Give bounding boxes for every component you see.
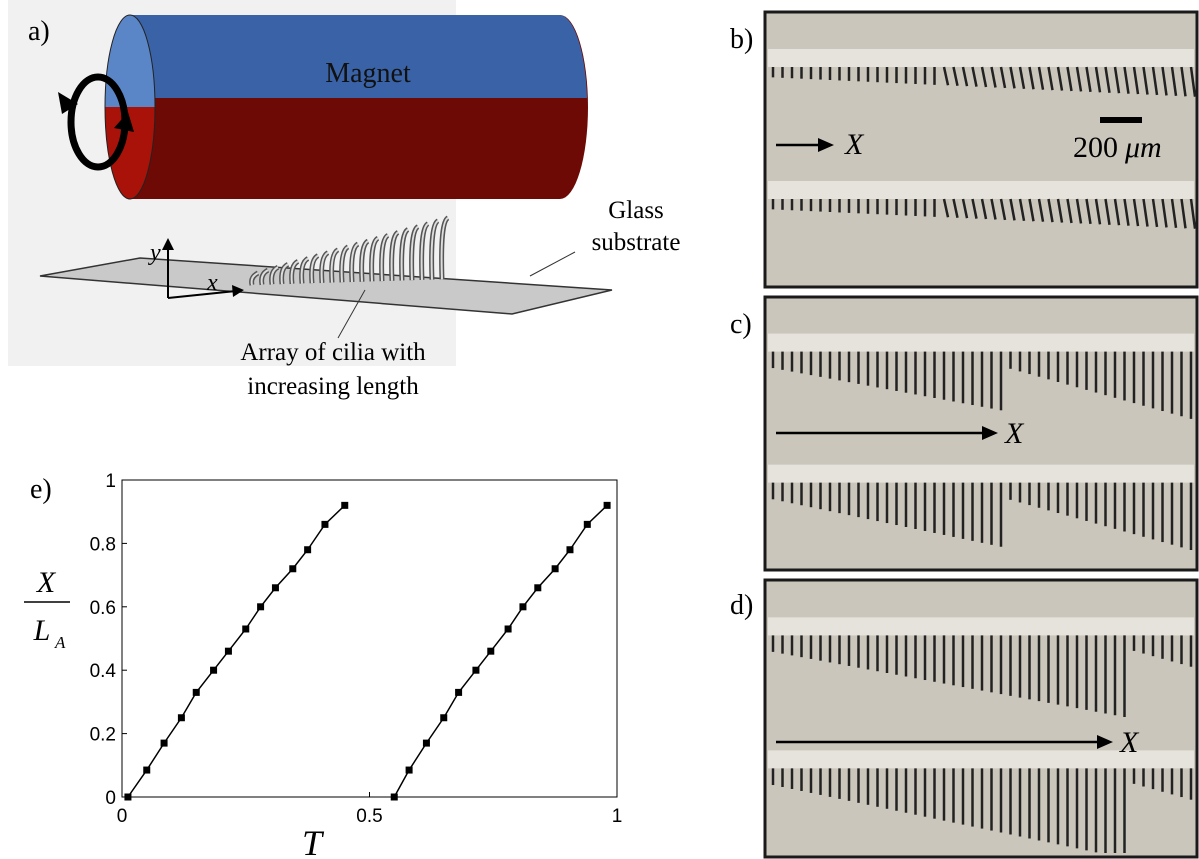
cilia-band xyxy=(768,49,1194,67)
y-axis-label: X xyxy=(36,566,57,599)
marker xyxy=(552,565,559,572)
scale-bar xyxy=(1100,117,1142,123)
x-tick-label: 1 xyxy=(612,806,623,827)
marker xyxy=(584,521,591,528)
marker xyxy=(272,584,279,591)
marker xyxy=(124,794,131,801)
marker xyxy=(604,502,611,509)
y-tick-label: 0.4 xyxy=(90,661,117,682)
substrate-label: substrate xyxy=(592,229,681,256)
scale-value: 200 xyxy=(1073,131,1118,164)
marker xyxy=(505,625,512,632)
marker xyxy=(178,714,185,721)
cilia-band xyxy=(768,334,1194,352)
axis-y-label: y xyxy=(148,240,161,266)
axis-x-label: x xyxy=(206,270,218,296)
panel-label: c) xyxy=(730,309,752,340)
y-tick-label: 1 xyxy=(105,471,116,492)
arrow-label: X xyxy=(1119,726,1140,759)
marker xyxy=(210,667,217,674)
y-tick-label: 0.6 xyxy=(90,598,116,619)
marker xyxy=(440,714,447,721)
panel-label: d) xyxy=(730,590,753,621)
marker xyxy=(143,767,150,774)
marker xyxy=(193,689,200,696)
marker xyxy=(161,740,168,747)
cilia-band xyxy=(768,465,1194,483)
arrow-label: X xyxy=(844,128,865,161)
leader-line xyxy=(530,252,575,276)
marker xyxy=(519,603,526,610)
marker xyxy=(487,648,494,655)
marker xyxy=(289,565,296,572)
figure: Magnet y x Glass substrate Array of cili… xyxy=(0,0,1199,859)
marker xyxy=(225,648,232,655)
marker xyxy=(257,603,264,610)
y-axis-label-sub: A xyxy=(54,633,66,652)
marker xyxy=(534,584,541,591)
cilia-band xyxy=(768,617,1194,635)
marker xyxy=(321,521,328,528)
x-tick-label: 0 xyxy=(117,806,128,827)
panel-label: e) xyxy=(30,474,52,505)
cilia-caption: Array of cilia with xyxy=(240,339,426,366)
y-axis-label: L xyxy=(33,614,51,647)
marker xyxy=(406,767,413,774)
y-tick-label: 0.8 xyxy=(90,534,116,555)
marker xyxy=(472,667,479,674)
marker xyxy=(341,502,348,509)
panel-label: a) xyxy=(28,16,50,47)
plot-frame xyxy=(122,480,617,797)
marker xyxy=(455,689,462,696)
marker xyxy=(242,625,249,632)
arrow-label: X xyxy=(1004,417,1025,450)
cilia-band xyxy=(768,181,1194,199)
marker xyxy=(423,740,430,747)
x-tick-label: 0.5 xyxy=(356,806,382,827)
cilia-caption: increasing length xyxy=(247,373,419,400)
y-tick-label: 0.2 xyxy=(90,725,116,746)
x-axis-label: T xyxy=(302,823,325,859)
marker xyxy=(391,794,398,801)
substrate-label: Glass xyxy=(608,197,664,224)
scale-unit: μm xyxy=(1124,131,1162,164)
marker xyxy=(304,546,311,553)
page: {"panels": { "a": {"label": "a)", "magne… xyxy=(0,0,1199,859)
y-tick-label: 0 xyxy=(105,788,116,809)
marker xyxy=(566,546,573,553)
magnet-label: Magnet xyxy=(325,58,411,89)
panel-label: b) xyxy=(730,24,753,55)
